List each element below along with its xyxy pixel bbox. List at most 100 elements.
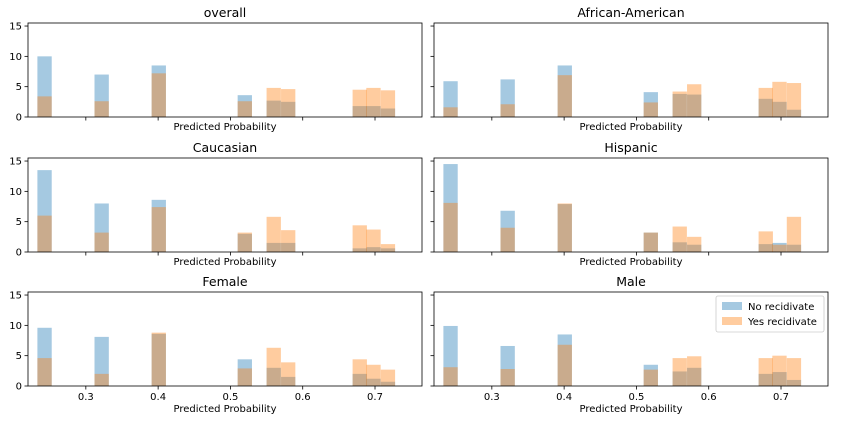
bar-no-recidivate <box>786 244 802 252</box>
bar-yes-recidivate <box>772 81 787 117</box>
y-tick-label: 15 <box>9 157 22 168</box>
bar-yes-recidivate <box>500 369 515 386</box>
bar-no-recidivate <box>758 98 773 117</box>
bar-no-recidivate <box>772 101 787 117</box>
x-tick-label: 0.3 <box>484 392 500 403</box>
y-tick-label: 0 <box>16 113 22 124</box>
bar-yes-recidivate <box>237 368 252 386</box>
y-tick-label: 10 <box>9 52 22 63</box>
bar-yes-recidivate <box>151 73 166 117</box>
panel-title: African-American <box>577 5 684 20</box>
bar-no-recidivate <box>281 101 296 117</box>
bar-yes-recidivate <box>37 96 52 117</box>
y-tick-label: 15 <box>9 22 22 33</box>
y-tick-label: 10 <box>9 321 22 332</box>
bar-yes-recidivate <box>380 369 396 386</box>
x-axis-label: Predicted Probability <box>580 257 683 268</box>
bar-no-recidivate <box>643 232 658 252</box>
x-axis-label: Predicted Probability <box>580 404 683 415</box>
y-tick-label: 0 <box>16 382 22 393</box>
legend-label: No recidivate <box>748 302 814 313</box>
bar-yes-recidivate <box>500 104 515 117</box>
panel-male: Male 0.3 0.4 0.5 0.6 0.7 Predicted Probability… <box>430 274 829 415</box>
bar-yes-recidivate <box>443 107 458 117</box>
y-tick-label: 0 <box>16 248 22 259</box>
bar-yes-recidivate <box>237 101 252 117</box>
bar-yes-recidivate <box>643 369 658 386</box>
bar-no-recidivate <box>443 325 458 386</box>
bar-yes-recidivate <box>281 362 296 386</box>
bar-yes-recidivate <box>557 203 572 252</box>
x-tick-label: 0.5 <box>628 392 644 403</box>
panel-hispanic: Hispanic Predicted Probability <box>430 140 829 268</box>
x-tick-label: 0.7 <box>367 392 383 403</box>
bar-no-recidivate <box>352 373 367 386</box>
bar-yes-recidivate <box>557 75 572 117</box>
y-tick-label: 15 <box>9 291 22 302</box>
bar-no-recidivate <box>352 106 367 117</box>
bar-yes-recidivate <box>772 355 787 386</box>
panel-frame <box>27 291 423 387</box>
bar-no-recidivate <box>281 376 296 386</box>
bar-yes-recidivate <box>151 332 166 386</box>
bar-no-recidivate <box>443 81 458 117</box>
bar-yes-recidivate <box>758 87 773 117</box>
bar-no-recidivate <box>366 378 381 386</box>
bar-yes-recidivate <box>758 231 773 252</box>
bar-yes-recidivate <box>266 216 281 252</box>
panel-frame <box>27 157 423 253</box>
bar-no-recidivate <box>380 248 396 252</box>
panel-overall: overall 0 5 10 15 Predicted Probability <box>9 5 423 133</box>
bar-no-recidivate <box>687 367 702 386</box>
bar-yes-recidivate <box>266 347 281 386</box>
x-tick-label: 0.7 <box>773 392 789 403</box>
bar-yes-recidivate <box>37 215 52 252</box>
panel-female: Female 0 5 10 15 0.3 0.4 0.5 0.6 0.7 Predicted Pro… <box>9 274 423 415</box>
bar-no-recidivate <box>266 100 281 117</box>
bar-no-recidivate <box>366 106 381 117</box>
bar-no-recidivate <box>380 108 396 117</box>
bar-no-recidivate <box>266 242 281 252</box>
bar-yes-recidivate <box>94 232 109 252</box>
panel-title: Hispanic <box>604 140 657 155</box>
x-tick-label: 0.6 <box>701 392 717 403</box>
bar-yes-recidivate <box>687 356 702 386</box>
panel-african-american: African-American Predicted Probability <box>430 5 829 133</box>
panel-frame <box>433 22 829 118</box>
panel-title: Caucasian <box>193 140 257 155</box>
bar-yes-recidivate <box>352 225 367 252</box>
bar-no-recidivate <box>37 56 52 117</box>
y-tick-label: 10 <box>9 187 22 198</box>
bar-no-recidivate <box>772 242 787 252</box>
bar-yes-recidivate <box>266 87 281 117</box>
bar-yes-recidivate <box>37 358 52 386</box>
bar-no-recidivate <box>237 233 252 252</box>
bar-no-recidivate <box>151 199 166 252</box>
bar-yes-recidivate <box>237 232 252 252</box>
bar-no-recidivate <box>37 170 52 252</box>
bar-yes-recidivate <box>557 344 572 386</box>
bar-no-recidivate <box>643 92 658 117</box>
bar-no-recidivate <box>557 334 572 386</box>
bar-no-recidivate <box>557 204 572 252</box>
bar-yes-recidivate <box>687 236 702 252</box>
bar-no-recidivate <box>672 242 687 252</box>
bar-no-recidivate <box>672 93 687 117</box>
bar-yes-recidivate <box>786 358 802 386</box>
bar-no-recidivate <box>786 379 802 386</box>
x-tick-label: 0.4 <box>556 392 572 403</box>
x-axis-label: Predicted Probability <box>174 122 277 133</box>
bar-no-recidivate <box>237 359 252 386</box>
bar-yes-recidivate <box>281 89 296 117</box>
bar-yes-recidivate <box>281 230 296 252</box>
bar-yes-recidivate <box>366 87 381 117</box>
bar-yes-recidivate <box>687 84 702 117</box>
bar-yes-recidivate <box>366 229 381 252</box>
legend-swatch <box>722 302 742 310</box>
bar-yes-recidivate <box>643 232 658 252</box>
bar-no-recidivate <box>94 74 109 117</box>
bar-no-recidivate <box>443 164 458 252</box>
y-tick-label: 5 <box>16 351 22 362</box>
x-axis-label: Predicted Probability <box>580 122 683 133</box>
bar-no-recidivate <box>94 336 109 386</box>
